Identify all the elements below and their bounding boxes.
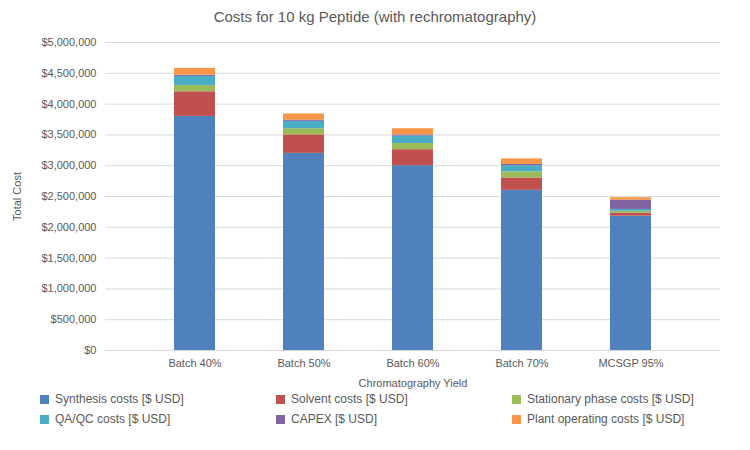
svg-text:$3,000,000: $3,000,000 <box>41 159 96 171</box>
svg-text:$3,500,000: $3,500,000 <box>41 128 96 140</box>
svg-text:Total Cost: Total Cost <box>11 172 23 221</box>
svg-text:$5,000,000: $5,000,000 <box>41 36 96 48</box>
svg-text:Batch 50%: Batch 50% <box>277 357 330 369</box>
svg-text:Batch 40%: Batch 40% <box>168 357 221 369</box>
svg-text:MCSGP 95%: MCSGP 95% <box>598 357 663 369</box>
html-text:QA/QC costs [$ USD]: QA/QC costs [$ USD] <box>55 412 171 426</box>
html-text:CAPEX [$ USD]: CAPEX [$ USD] <box>291 412 377 426</box>
svg-text:Batch 60%: Batch 60% <box>386 357 439 369</box>
svg-text:$0: $0 <box>84 344 96 356</box>
svg-text:$4,500,000: $4,500,000 <box>41 67 96 79</box>
svg-text:$1,500,000: $1,500,000 <box>41 252 96 264</box>
svg-text:Chromatography Yield: Chromatography Yield <box>359 377 468 389</box>
html-text:Solvent costs [$ USD]: Solvent costs [$ USD] <box>291 392 408 406</box>
html-text:Plant operating costs [$ USD]: Plant operating costs [$ USD] <box>527 412 685 426</box>
svg-text:$500,000: $500,000 <box>51 313 97 325</box>
svg-text:$1,000,000: $1,000,000 <box>41 282 96 294</box>
html-text:Synthesis costs [$ USD]: Synthesis costs [$ USD] <box>55 392 184 406</box>
html-text:Costs for 10 kg Peptide (with: Costs for 10 kg Peptide (with rechromato… <box>213 8 537 25</box>
svg-text:Batch 70%: Batch 70% <box>495 357 548 369</box>
svg-text:$4,000,000: $4,000,000 <box>41 98 96 110</box>
html-text:Stationary phase costs [$ USD]: Stationary phase costs [$ USD] <box>527 392 694 406</box>
svg-text:$2,000,000: $2,000,000 <box>41 221 96 233</box>
svg-text:$2,500,000: $2,500,000 <box>41 190 96 202</box>
